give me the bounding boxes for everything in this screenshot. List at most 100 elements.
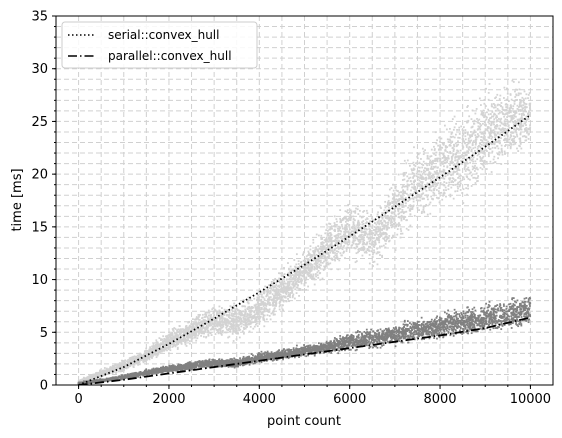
scatter-point bbox=[492, 140, 495, 143]
scatter-point bbox=[319, 272, 322, 274]
scatter-point bbox=[231, 317, 234, 320]
scatter-point bbox=[243, 321, 245, 324]
scatter-point bbox=[322, 269, 325, 271]
scatter-point bbox=[119, 364, 121, 367]
scatter-point bbox=[430, 168, 433, 170]
scatter-point bbox=[499, 111, 501, 114]
scatter-point bbox=[248, 323, 251, 325]
scatter-point bbox=[479, 125, 482, 128]
scatter-point bbox=[268, 298, 271, 301]
scatter-point bbox=[140, 353, 143, 356]
scatter-point bbox=[412, 204, 415, 207]
scatter-point bbox=[421, 166, 424, 169]
scatter-point bbox=[432, 161, 434, 164]
scatter-point bbox=[527, 113, 530, 116]
scatter-point bbox=[288, 271, 291, 274]
scatter-point bbox=[438, 148, 440, 151]
scatter-point bbox=[503, 120, 506, 123]
scatter-point bbox=[240, 317, 243, 320]
scatter-point bbox=[156, 348, 159, 351]
scatter-point bbox=[480, 136, 483, 138]
scatter-point bbox=[514, 96, 517, 98]
scatter-point bbox=[190, 336, 193, 338]
scatter-point bbox=[198, 319, 201, 321]
scatter-point bbox=[316, 267, 319, 269]
scatter-point bbox=[503, 150, 506, 153]
scatter-point bbox=[428, 163, 431, 165]
scatter-point bbox=[244, 318, 247, 321]
scatter-point bbox=[298, 294, 300, 297]
scatter-point bbox=[499, 105, 502, 107]
scatter-point bbox=[151, 349, 154, 352]
scatter-point bbox=[422, 208, 425, 211]
scatter-point bbox=[381, 256, 384, 259]
scatter-point bbox=[248, 314, 251, 317]
scatter-point bbox=[234, 320, 236, 322]
scatter-point bbox=[218, 324, 221, 327]
scatter-point bbox=[272, 279, 275, 282]
scatter-point bbox=[406, 180, 409, 183]
scatter-point bbox=[336, 237, 339, 240]
scatter-point bbox=[318, 265, 321, 268]
scatter-point bbox=[404, 216, 407, 218]
scatter-point bbox=[93, 375, 96, 378]
scatter-point bbox=[132, 366, 135, 368]
scatter-point bbox=[300, 282, 303, 285]
scatter-point bbox=[334, 259, 336, 262]
scatter-point bbox=[161, 338, 164, 341]
scatter-point bbox=[367, 225, 370, 227]
scatter-point bbox=[325, 238, 327, 241]
scatter-point bbox=[467, 152, 470, 154]
scatter-point bbox=[257, 304, 260, 307]
scatter-point bbox=[172, 336, 175, 339]
scatter-point bbox=[399, 236, 402, 239]
scatter-point bbox=[493, 155, 496, 158]
scatter-point bbox=[357, 251, 359, 254]
scatter-point bbox=[524, 136, 527, 138]
scatter-point bbox=[321, 245, 324, 248]
scatter-point bbox=[190, 332, 193, 335]
scatter-point bbox=[283, 289, 286, 292]
scatter-point bbox=[485, 115, 487, 118]
scatter-point bbox=[393, 199, 396, 201]
scatter-point bbox=[205, 313, 208, 316]
scatter-point bbox=[152, 345, 155, 348]
scatter-point bbox=[368, 233, 370, 235]
scatter-point bbox=[510, 119, 512, 122]
scatter-point bbox=[388, 188, 391, 191]
scatter-point bbox=[410, 182, 413, 185]
scatter-point bbox=[505, 109, 508, 111]
scatter-point bbox=[307, 259, 310, 261]
scatter-point bbox=[129, 363, 132, 366]
scatter-point bbox=[245, 315, 248, 318]
scatter-point bbox=[515, 122, 518, 125]
scatter-point bbox=[421, 181, 424, 183]
scatter-point bbox=[291, 291, 294, 294]
scatter-point bbox=[501, 106, 504, 109]
scatter-point bbox=[352, 242, 355, 245]
scatter-point bbox=[174, 336, 177, 339]
scatter-point bbox=[372, 243, 375, 246]
scatter-point bbox=[400, 214, 403, 217]
scatter-point bbox=[220, 324, 223, 326]
scatter-point bbox=[147, 356, 150, 359]
scatter-point bbox=[310, 254, 313, 256]
scatter-point bbox=[503, 127, 506, 130]
scatter-point bbox=[320, 256, 323, 259]
scatter-point bbox=[253, 310, 255, 313]
scatter-point bbox=[466, 150, 469, 153]
scatter-point bbox=[363, 228, 366, 231]
scatter-point bbox=[525, 110, 528, 113]
scatter-point bbox=[218, 312, 220, 315]
scatter-point bbox=[521, 135, 524, 138]
scatter-point bbox=[410, 205, 413, 207]
scatter-point bbox=[273, 301, 276, 304]
scatter-point bbox=[476, 117, 478, 120]
scatter-point bbox=[485, 123, 487, 126]
scatter-point bbox=[466, 133, 469, 136]
scatter-point bbox=[217, 332, 220, 335]
scatter-point bbox=[318, 255, 321, 258]
scatter-point bbox=[465, 151, 468, 154]
scatter-point bbox=[278, 272, 280, 275]
scatter-point bbox=[350, 246, 352, 249]
